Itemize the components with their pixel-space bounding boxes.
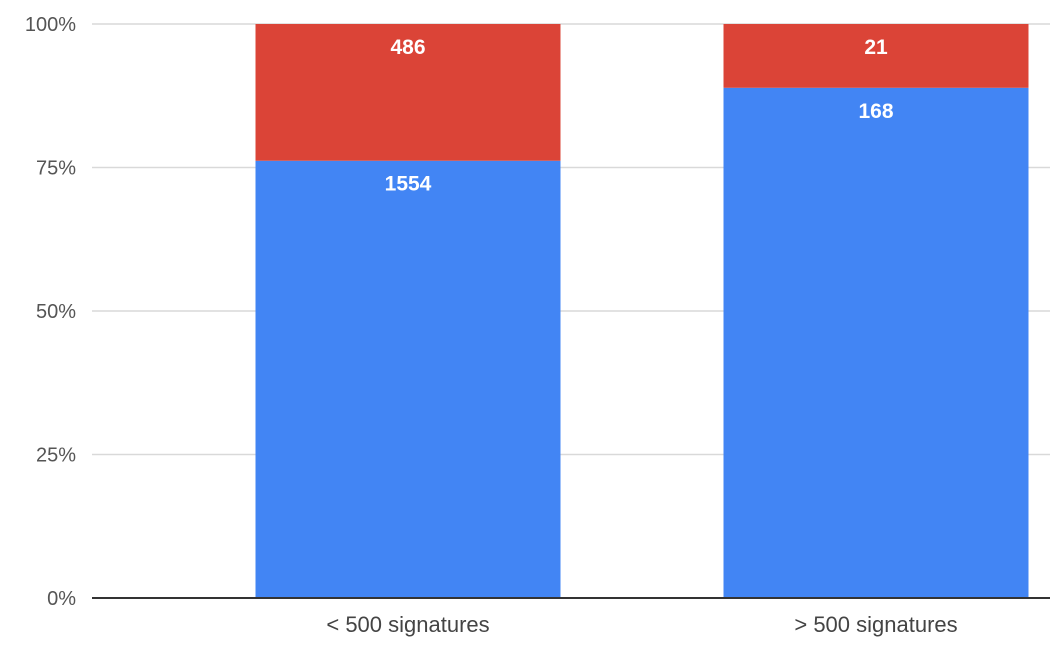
bar-segment (255, 160, 561, 598)
y-tick-label: 25% (36, 445, 76, 467)
data-label: 21 (864, 36, 888, 59)
y-tick-label: 75% (36, 158, 76, 180)
data-label: 168 (858, 100, 893, 123)
y-tick-label: 100% (25, 14, 76, 36)
data-labels: 1554 486 168 21 (385, 36, 894, 196)
bars (255, 24, 1029, 599)
y-tick-label: 50% (36, 301, 76, 323)
data-label: 486 (390, 36, 425, 59)
y-tick-label: 0% (47, 588, 76, 610)
x-category-label: < 500 signatures (326, 612, 489, 637)
bar-segment (723, 87, 1029, 599)
data-label: 1554 (385, 173, 432, 196)
bar-segment (723, 24, 1029, 88)
x-category-label: > 500 signatures (794, 612, 957, 637)
axes: 0% 25% 50% 75% 100% < 500 signatures > 500 sig… (25, 14, 1050, 637)
bar-segment (255, 24, 561, 161)
